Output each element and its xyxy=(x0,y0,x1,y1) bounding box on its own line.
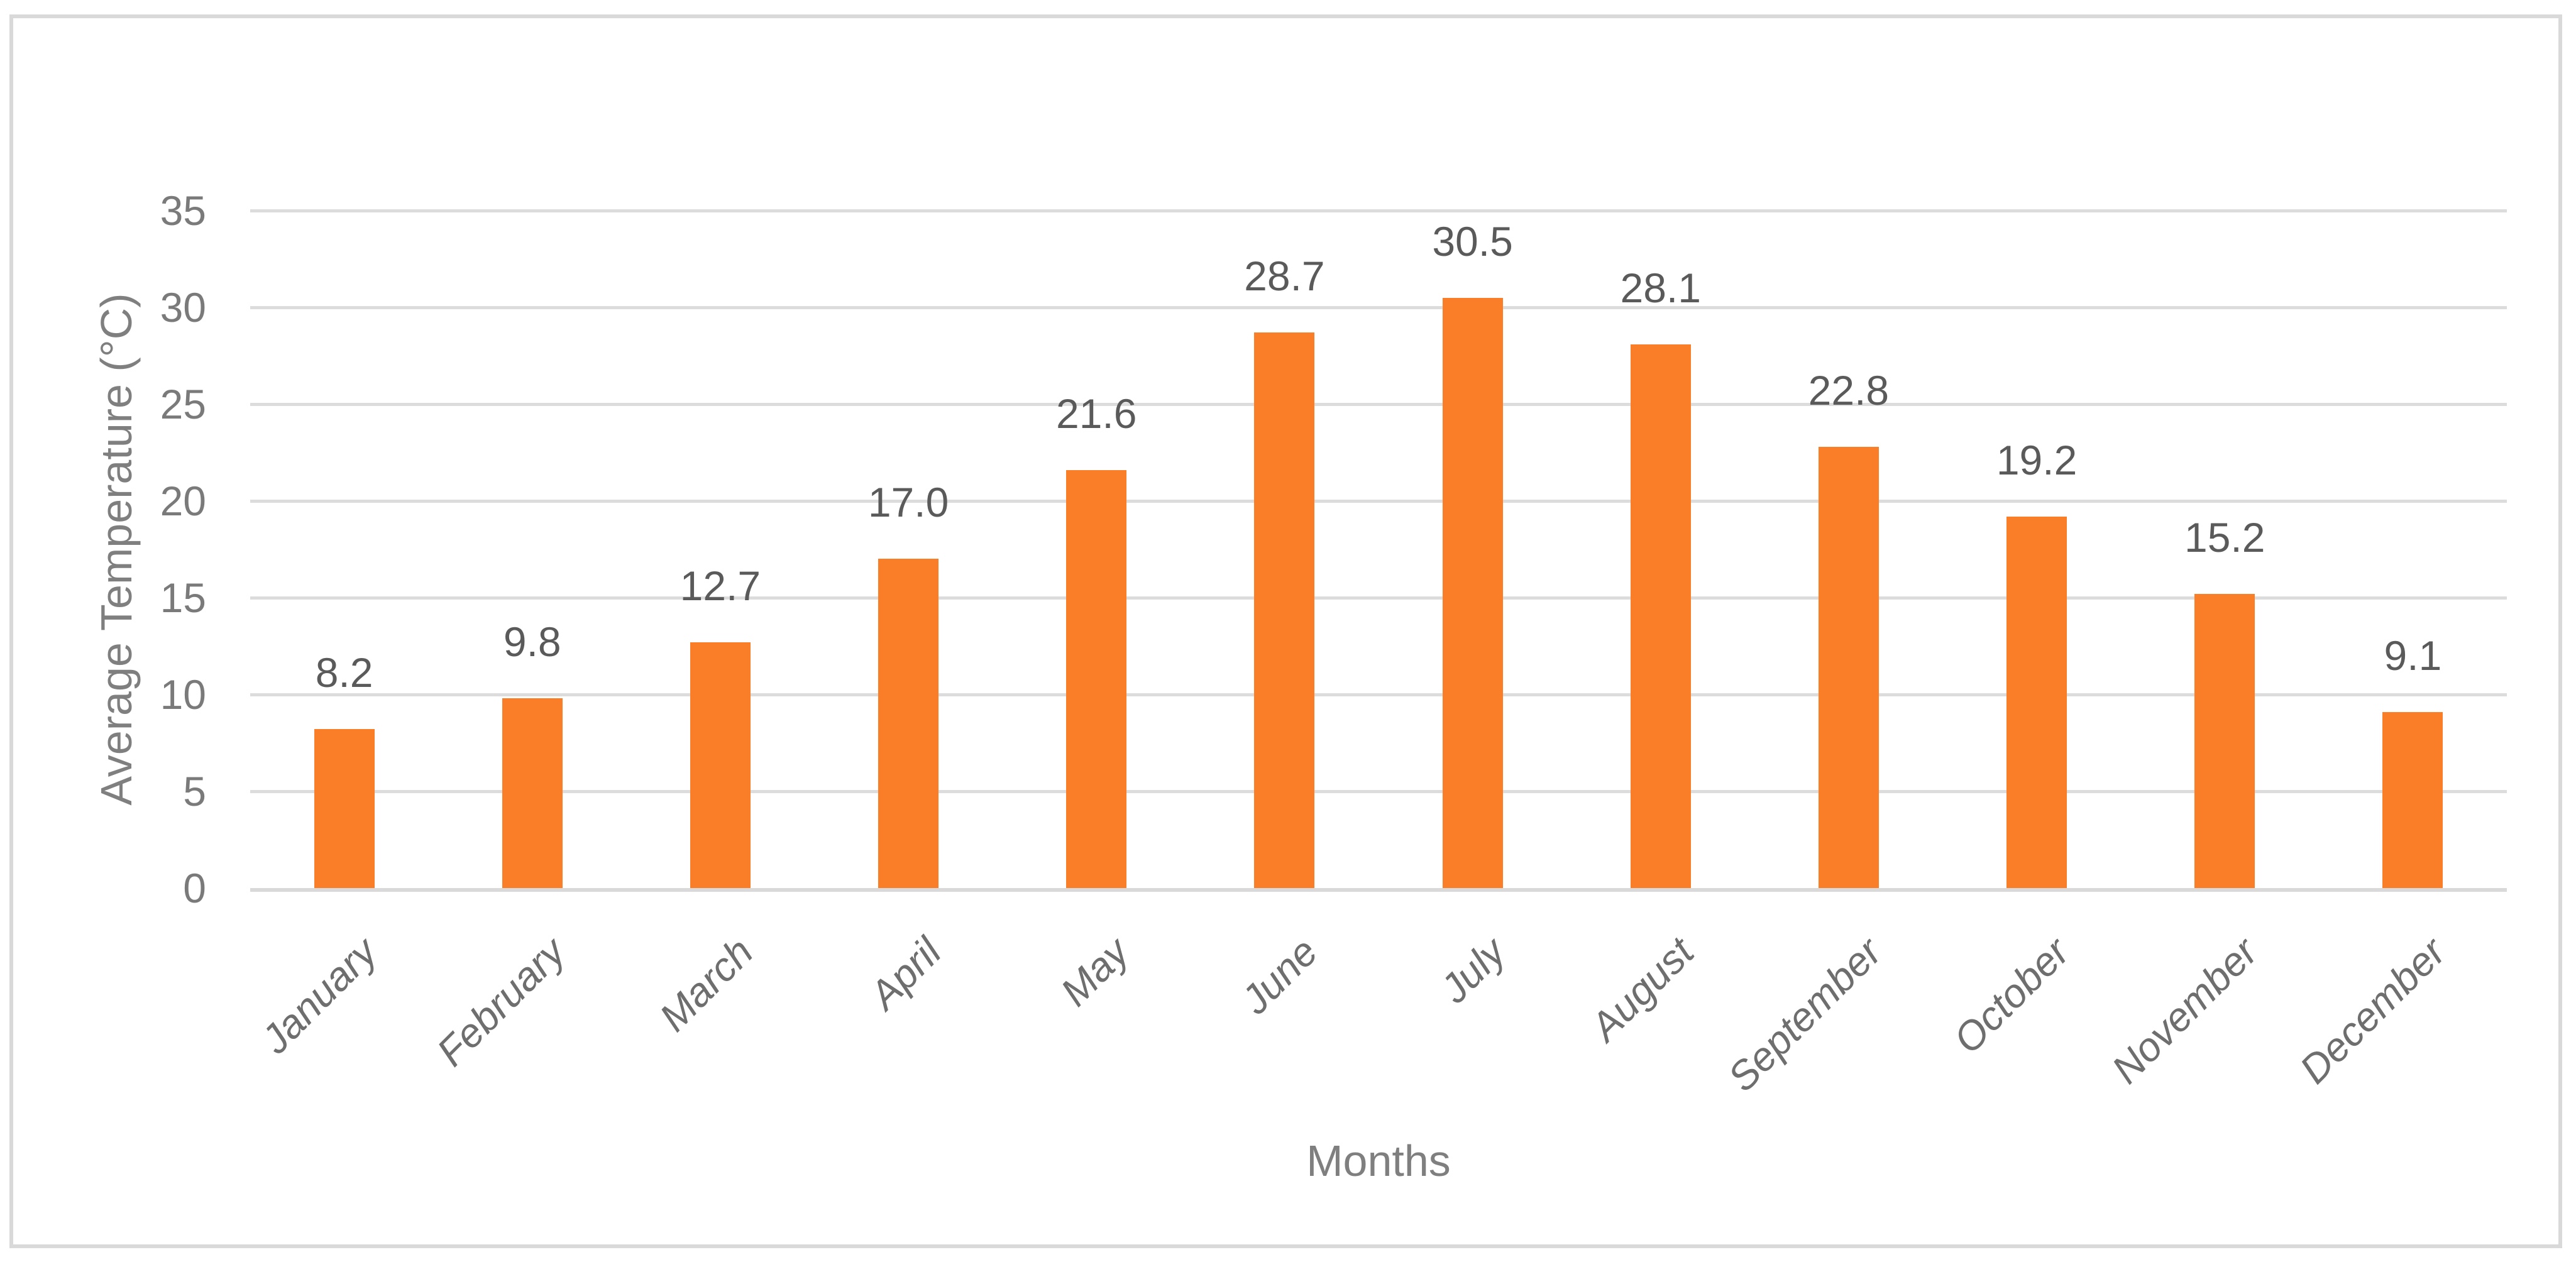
x-axis-title: Months xyxy=(1306,1136,1451,1185)
bar-june xyxy=(1254,332,1315,888)
bar-september xyxy=(1818,446,1879,888)
data-label-december: 9.1 xyxy=(2384,632,2442,679)
data-label-april: 17.0 xyxy=(867,479,949,526)
data-label-august: 28.1 xyxy=(1620,264,1701,311)
y-tick-label-25: 25 xyxy=(160,381,206,427)
gridline-10 xyxy=(250,693,2507,696)
data-label-november: 15.2 xyxy=(2184,513,2265,561)
x-axis-line xyxy=(250,888,2507,892)
data-label-march: 12.7 xyxy=(680,562,761,609)
data-label-october: 19.2 xyxy=(1996,436,2078,483)
data-label-february: 9.8 xyxy=(503,618,561,666)
gridline-5 xyxy=(250,790,2507,793)
bar-october xyxy=(2006,516,2067,888)
bar-august xyxy=(1630,344,1691,888)
y-tick-label-30: 30 xyxy=(160,284,206,331)
gridline-30 xyxy=(250,306,2507,309)
y-tick-label-20: 20 xyxy=(160,478,206,524)
data-label-july: 30.5 xyxy=(1432,217,1513,265)
data-label-june: 28.7 xyxy=(1244,253,1325,300)
y-tick-label-35: 35 xyxy=(160,187,206,234)
bar-april xyxy=(878,559,939,888)
y-tick-label-10: 10 xyxy=(160,671,206,718)
y-tick-label-5: 5 xyxy=(183,768,206,815)
bar-may xyxy=(1066,469,1127,888)
bar-january xyxy=(314,729,375,888)
y-axis-title: Average Temperature (°C) xyxy=(92,293,141,806)
chart-frame-border xyxy=(9,14,2562,1248)
gridline-25 xyxy=(250,403,2507,406)
bar-february xyxy=(502,698,563,888)
bar-december xyxy=(2382,711,2443,888)
gridline-35 xyxy=(250,209,2507,212)
y-tick-label-0: 0 xyxy=(183,865,206,911)
bar-july xyxy=(1442,297,1503,888)
gridline-15 xyxy=(250,596,2507,600)
plot-area xyxy=(250,209,2507,892)
bar-march xyxy=(690,642,751,888)
data-label-september: 22.8 xyxy=(1808,366,1890,414)
y-tick-label-15: 15 xyxy=(160,574,206,621)
data-label-may: 21.6 xyxy=(1056,390,1137,437)
bar-november xyxy=(2194,593,2255,888)
gridline-20 xyxy=(250,500,2507,503)
data-label-january: 8.2 xyxy=(315,649,373,696)
